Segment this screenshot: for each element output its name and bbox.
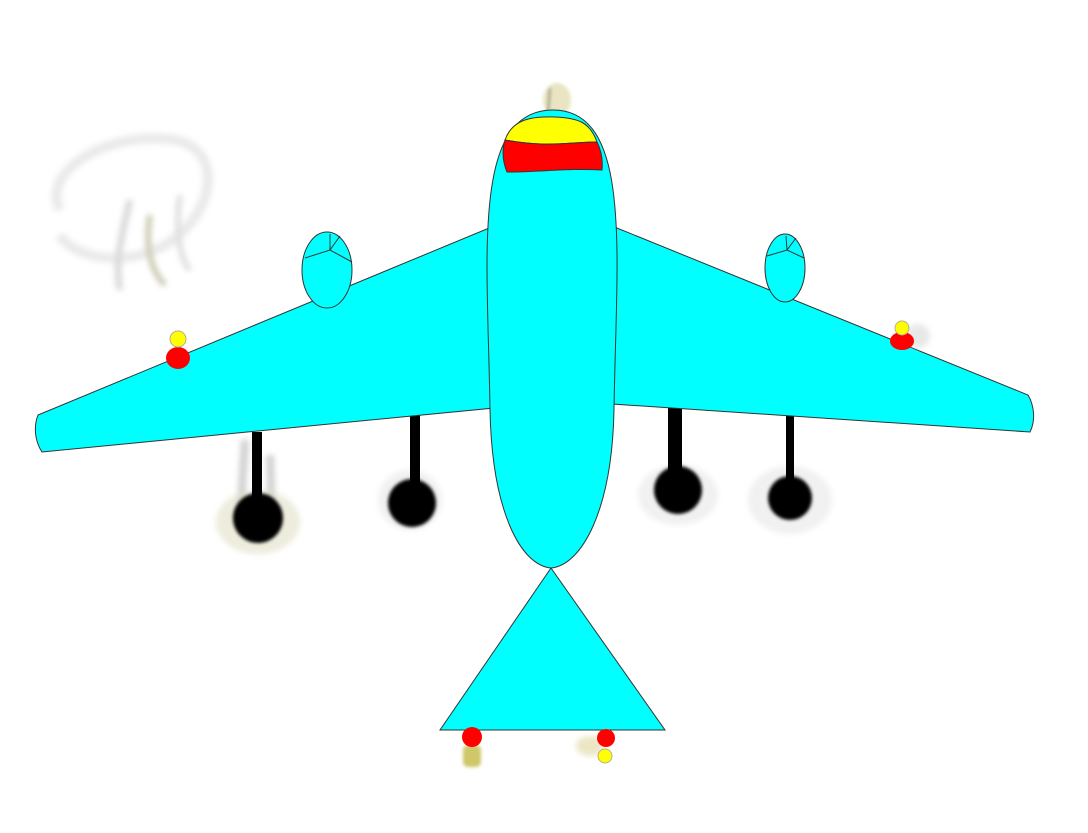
fuselage bbox=[486, 109, 618, 569]
wheel-icon bbox=[768, 476, 812, 520]
gear-strut-right-inner bbox=[668, 405, 682, 483]
gear-strut-left-outer bbox=[252, 432, 262, 502]
wheel-icon bbox=[388, 479, 436, 527]
faded-signature bbox=[51, 133, 213, 291]
nose-band-red bbox=[502, 139, 603, 173]
light-icon bbox=[462, 727, 482, 767]
engine-icon bbox=[764, 233, 806, 303]
light-icon bbox=[166, 330, 190, 369]
engine-icon bbox=[301, 231, 353, 309]
left-wing bbox=[34, 225, 495, 453]
nose-tip bbox=[543, 83, 571, 117]
wheel-icon bbox=[654, 466, 702, 514]
gear-strut-right-outer bbox=[786, 405, 794, 487]
tail-fin bbox=[439, 567, 666, 731]
light-icon bbox=[890, 320, 930, 350]
light-icon bbox=[576, 729, 615, 764]
wheel-icon bbox=[233, 493, 283, 543]
gear-strut-left-inner bbox=[410, 412, 420, 492]
landing-gear bbox=[216, 405, 832, 554]
right-wing bbox=[611, 225, 1035, 433]
